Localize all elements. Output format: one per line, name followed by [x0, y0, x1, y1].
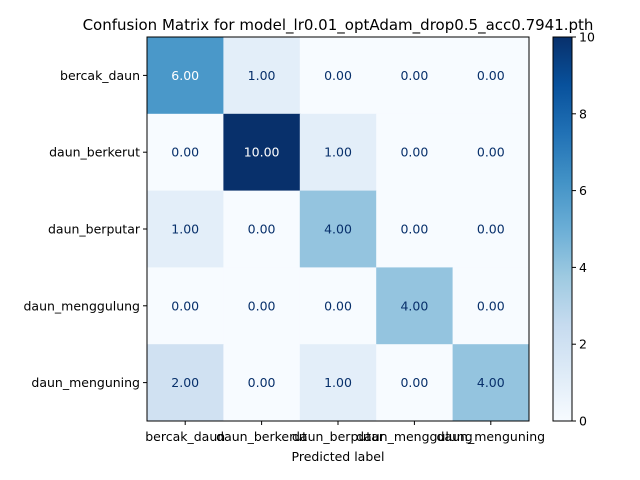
heatmap-cell: [147, 37, 224, 115]
cell-value-label: 0.00: [248, 375, 276, 390]
cell-value-label: 1.00: [324, 375, 352, 390]
cell-value-label: 1.00: [171, 222, 199, 237]
colorbar-ticks: 0 2 4 6 8 10: [572, 30, 595, 429]
heatmap-cell: [376, 190, 454, 268]
heatmap-cell: [376, 344, 454, 422]
colorbar-tick-label: 6: [579, 183, 587, 198]
heatmap-cell: [147, 113, 224, 192]
chart-title: Confusion Matrix for model_lr0.01_optAda…: [83, 16, 594, 35]
heatmap-cell: [299, 37, 377, 115]
x-tick-label: bercak_daun: [145, 429, 225, 444]
heatmap-cell: [376, 267, 454, 345]
cell-value-label: 0.00: [248, 298, 276, 313]
heatmap-cell: [452, 267, 530, 345]
colorbar: [552, 36, 573, 422]
y-tick-label: daun_berkerut: [49, 145, 140, 160]
heatmap-cell: [223, 113, 301, 192]
colorbar-tick-label: 10: [579, 30, 595, 45]
cell-value-label: 4.00: [400, 298, 428, 313]
y-tick-label: bercak_daun: [60, 68, 140, 83]
cell-value-label: 1.00: [248, 68, 276, 83]
heatmap-cell: [223, 344, 301, 422]
cell-value-label: 0.00: [400, 68, 428, 83]
cell-value-label: 0.00: [400, 375, 428, 390]
heatmap-cell: [223, 190, 301, 268]
cell-value-label: 0.00: [171, 145, 199, 160]
colorbar-tick-label: 8: [579, 106, 587, 121]
y-tick-label: daun_menguning: [31, 375, 140, 390]
colorbar-tick-label: 0: [579, 414, 587, 429]
heatmap-cell: [376, 113, 454, 192]
x-tick-label: daun_menggulung: [356, 429, 473, 444]
x-tick-label: daun_berkerut: [216, 429, 307, 444]
heatmap-cell: [147, 344, 224, 422]
heatmap-cell: [452, 190, 530, 268]
cell-value-label: 0.00: [477, 222, 505, 237]
cell-value-label: 0.00: [171, 298, 199, 313]
cell-value-label: 10.00: [244, 145, 280, 160]
cell-value-label: 1.00: [324, 145, 352, 160]
heatmap-cell: [299, 113, 377, 192]
y-axis-ticks: bercak_daun daun_berkerut daun_berputardau…: [23, 68, 147, 390]
heatmap-cell: [147, 267, 224, 345]
cell-value-label: 6.00: [171, 68, 199, 83]
y-tick-label: daun_menggulung: [23, 298, 140, 313]
heatmap-cell-labels: 6.00 1.00 0.00 0.00 0.00 0.00 10.00 1.00 0.00 0.0…: [171, 68, 504, 390]
cell-value-label: 2.00: [171, 375, 199, 390]
heatmap-cell: [223, 37, 301, 115]
cell-value-label: 0.00: [400, 222, 428, 237]
cell-value-label: 0.00: [477, 298, 505, 313]
heatmap-cells: [147, 37, 530, 422]
heatmap-cell: [452, 113, 530, 192]
cell-value-label: 0.00: [400, 145, 428, 160]
heatmap-cell: [147, 190, 224, 268]
x-tick-label: daun_berputar: [292, 429, 385, 444]
cell-value-label: 0.00: [477, 68, 505, 83]
x-tick-label: daun_menguning: [437, 429, 546, 444]
heatmap-cell: [299, 190, 377, 268]
cell-value-label: 0.00: [248, 222, 276, 237]
y-tick-label: daun_berputar: [48, 222, 141, 237]
x-axis-label: Predicted label: [292, 449, 385, 464]
heatmap-cell: [299, 267, 377, 345]
heatmap-cell: [299, 344, 377, 422]
cell-value-label: 0.00: [477, 145, 505, 160]
cell-value-label: 4.00: [324, 222, 352, 237]
colorbar-tick-label: 2: [579, 337, 587, 352]
cell-value-label: 4.00: [477, 375, 505, 390]
heatmap-cell: [452, 37, 530, 115]
cell-value-label: 0.00: [324, 68, 352, 83]
colorbar-tick-label: 4: [579, 260, 587, 275]
heatmap-cell: [452, 344, 530, 422]
cell-value-label: 0.00: [324, 298, 352, 313]
heatmap-cell: [376, 37, 454, 115]
x-axis-ticks: bercak_daundaun_berkerutdaun_berputardau…: [145, 421, 545, 444]
heatmap-cell: [223, 267, 301, 345]
